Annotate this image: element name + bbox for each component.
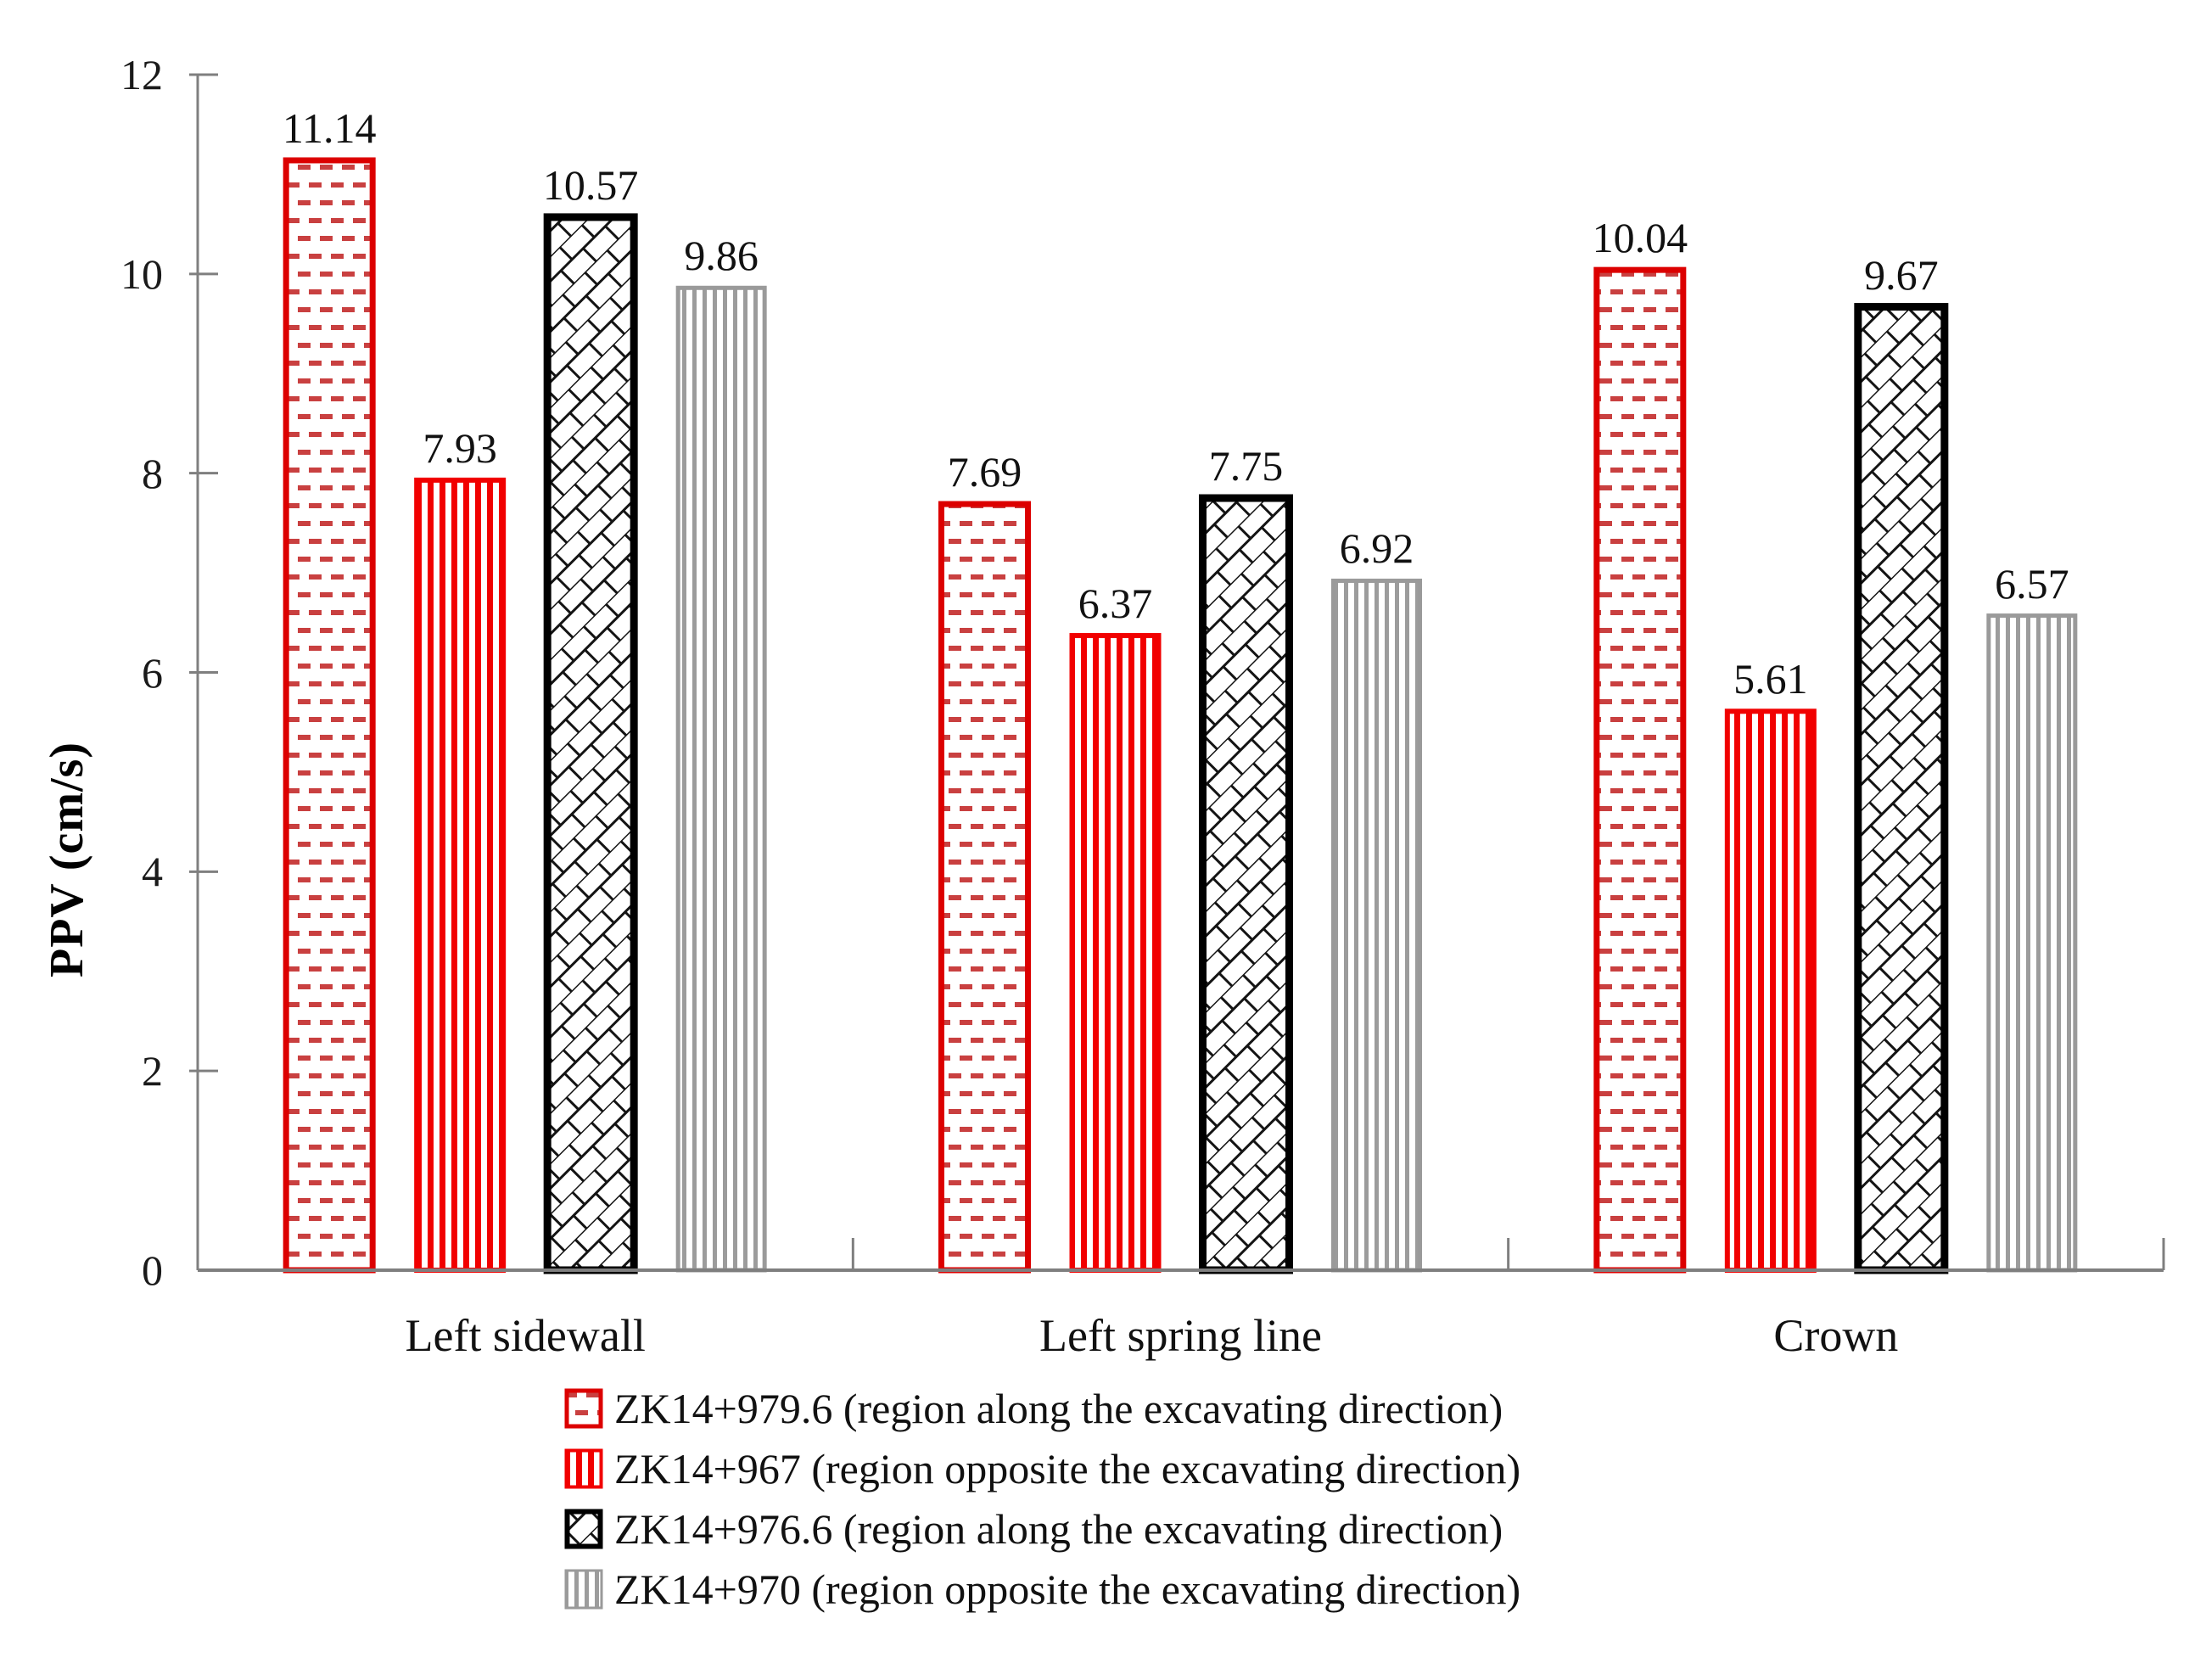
legend-item: ZK14+976.6 (region along the excavating … <box>564 1504 1520 1554</box>
value-label: 9.86 <box>684 232 759 280</box>
value-label: 7.75 <box>1208 442 1284 490</box>
bar <box>1331 578 1422 1273</box>
axes-layer <box>189 73 2165 1272</box>
value-label: 6.37 <box>1078 580 1153 628</box>
value-label: 10.04 <box>1592 214 1688 262</box>
bar <box>1593 266 1687 1274</box>
legend-item: ZK14+967 (region opposite the excavating… <box>564 1443 1520 1494</box>
category-label: Left sidewall <box>405 1310 646 1361</box>
value-label: 10.57 <box>542 160 639 209</box>
bar <box>675 285 767 1273</box>
value-label: 5.61 <box>1733 655 1808 703</box>
bar <box>1069 633 1162 1273</box>
legend-item: ZK14+970 (region opposite the excavating… <box>564 1564 1520 1615</box>
category-label: Crown <box>1773 1310 1899 1361</box>
y-tick-label: 6 <box>142 648 163 697</box>
legend: ZK14+979.6 (region along the excavating … <box>564 1383 1520 1624</box>
y-tick-label: 12 <box>120 51 163 98</box>
value-label: 6.57 <box>1995 559 2069 608</box>
y-tick-label: 4 <box>142 848 163 896</box>
bar <box>1854 303 1949 1274</box>
value-label: 11.14 <box>282 104 377 152</box>
legend-label: ZK14+967 (region opposite the excavating… <box>614 1445 1521 1492</box>
value-label: 6.92 <box>1339 524 1414 573</box>
value-label: 7.69 <box>947 448 1022 496</box>
legend-swatch-icon <box>564 1509 603 1549</box>
legend-swatch-icon <box>564 1569 603 1610</box>
y-tick-label: 10 <box>120 249 163 298</box>
legend-label: ZK14+970 (region opposite the excavating… <box>614 1565 1521 1613</box>
legend-swatch-icon <box>564 1388 603 1429</box>
value-label: 9.67 <box>1864 250 1939 299</box>
bar <box>1986 613 2078 1273</box>
bar <box>414 477 507 1273</box>
y-tick-label: 8 <box>142 449 163 497</box>
y-tick-label: 2 <box>142 1047 163 1095</box>
bar <box>543 213 638 1274</box>
y-tick-label: 0 <box>142 1246 163 1294</box>
legend-item: ZK14+979.6 (region along the excavating … <box>564 1383 1520 1434</box>
bar <box>283 157 376 1274</box>
category-label: Left spring line <box>1039 1310 1322 1361</box>
bar <box>1724 708 1817 1273</box>
bars-layer <box>283 157 2078 1274</box>
legend-label: ZK14+976.6 (region along the excavating … <box>614 1505 1503 1553</box>
legend-swatch-icon <box>564 1448 603 1489</box>
value-label: 7.93 <box>423 423 497 472</box>
legend-label: ZK14+979.6 (region along the excavating … <box>614 1385 1503 1432</box>
